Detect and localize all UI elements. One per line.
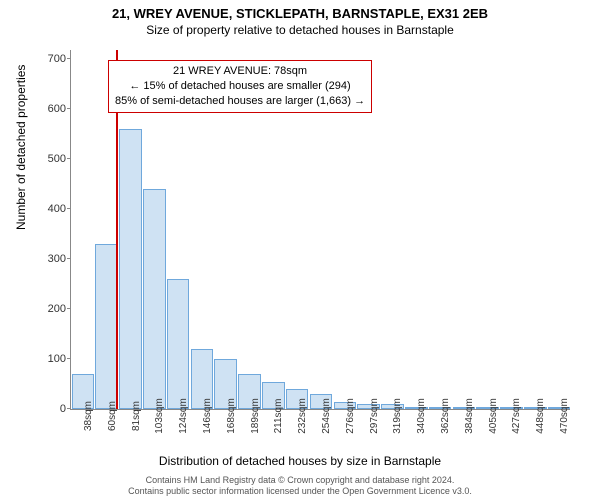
ytick-mark <box>67 108 71 109</box>
footer-line1: Contains HM Land Registry data © Crown c… <box>0 475 600 487</box>
xtick-label: 297sqm <box>369 398 380 434</box>
ytick-label: 700 <box>48 53 66 65</box>
xtick-label: 362sqm <box>440 398 451 434</box>
ytick-mark <box>67 358 71 359</box>
xtick-label: 448sqm <box>535 398 546 434</box>
xtick-label: 405sqm <box>488 398 499 434</box>
xtick-label: 319sqm <box>392 398 403 434</box>
xtick-label: 124sqm <box>178 398 189 434</box>
ytick-label: 200 <box>48 303 66 315</box>
annotation-line3: 85% of semi-detached houses are larger (… <box>115 94 365 109</box>
chart-container: 21, WREY AVENUE, STICKLEPATH, BARNSTAPLE… <box>0 0 600 500</box>
annotation-line2: ← 15% of detached houses are smaller (29… <box>115 79 365 94</box>
xtick-label: 211sqm <box>273 399 284 434</box>
histogram-bar <box>95 244 118 409</box>
histogram-bar <box>143 189 166 409</box>
xtick-label: 254sqm <box>321 398 332 434</box>
xtick-label: 103sqm <box>154 398 165 434</box>
ytick-mark <box>67 258 71 259</box>
xtick-label: 81sqm <box>131 401 142 431</box>
footer-line2: Contains public sector information licen… <box>0 486 600 498</box>
xtick-label: 60sqm <box>107 401 118 431</box>
annotation-line1: 21 WREY AVENUE: 78sqm <box>115 64 365 79</box>
ytick-mark <box>67 58 71 59</box>
chart-subtitle: Size of property relative to detached ho… <box>0 21 600 41</box>
ytick-label: 300 <box>48 253 66 265</box>
xtick-label: 168sqm <box>226 398 237 434</box>
ytick-mark <box>67 408 71 409</box>
xtick-label: 146sqm <box>202 398 213 434</box>
ytick-mark <box>67 158 71 159</box>
ytick-label: 100 <box>48 353 66 365</box>
histogram-bar <box>167 279 190 409</box>
xtick-label: 38sqm <box>83 401 94 431</box>
ytick-label: 400 <box>48 203 66 215</box>
xtick-label: 340sqm <box>416 398 427 434</box>
xtick-label: 427sqm <box>511 398 522 434</box>
footer: Contains HM Land Registry data © Crown c… <box>0 475 600 498</box>
x-axis-label: Distribution of detached houses by size … <box>0 454 600 468</box>
xtick-label: 470sqm <box>559 398 570 434</box>
ytick-mark <box>67 308 71 309</box>
ytick-label: 600 <box>48 103 66 115</box>
histogram-bar <box>119 129 142 409</box>
ytick-label: 500 <box>48 153 66 165</box>
xtick-label: 232sqm <box>297 398 308 434</box>
xtick-label: 276sqm <box>345 398 356 434</box>
chart-title: 21, WREY AVENUE, STICKLEPATH, BARNSTAPLE… <box>0 0 600 21</box>
ytick-label: 0 <box>60 403 66 415</box>
xtick-label: 384sqm <box>464 398 475 434</box>
ytick-mark <box>67 208 71 209</box>
y-axis-label: Number of detached properties <box>14 65 28 230</box>
annotation-box: 21 WREY AVENUE: 78sqm ← 15% of detached … <box>108 60 372 113</box>
xtick-label: 189sqm <box>250 398 261 434</box>
